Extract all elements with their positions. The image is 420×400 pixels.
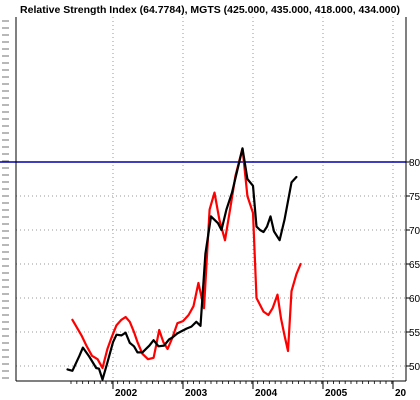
x-tick-label: 2004 — [255, 388, 278, 399]
indicator-series-line — [71, 147, 302, 370]
x-tick-label: 20 — [395, 388, 407, 399]
left-ruler — [2, 20, 9, 379]
y-axis: 50 55 60 65 70 75 80 — [406, 158, 420, 373]
y-tick-label: 60 — [409, 294, 420, 305]
y-tick-label: 65 — [409, 260, 420, 271]
x-tick-label: 2005 — [325, 388, 348, 399]
y-tick-label: 70 — [409, 226, 420, 237]
y-tick-label: 80 — [409, 158, 420, 169]
x-axis: 2002 2003 2004 2005 20 — [70, 381, 407, 399]
x-tick-label: 2003 — [185, 388, 208, 399]
series-layer — [66, 147, 302, 381]
y-tick-label: 50 — [409, 362, 420, 373]
chart-title: Relative Strength Index (64.7784), MGTS … — [20, 4, 400, 16]
y-tick-label: 55 — [409, 328, 420, 339]
rsi-series-line — [66, 147, 298, 381]
y-tick-label: 75 — [409, 192, 420, 203]
x-tick-label: 2002 — [115, 388, 138, 399]
